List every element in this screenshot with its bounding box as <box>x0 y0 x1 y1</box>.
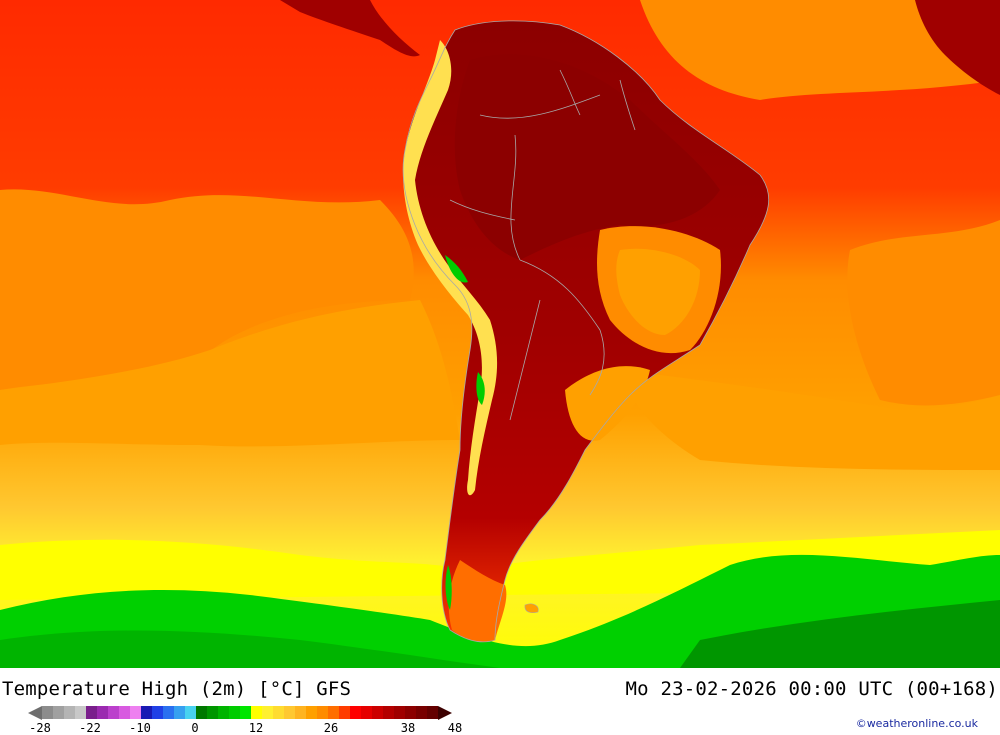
map-footer: Temperature High (2m) [°C] GFS Mo 23-02-… <box>0 668 1000 735</box>
legend-swatch <box>339 706 350 719</box>
legend-swatch <box>75 706 86 719</box>
legend-swatch <box>350 706 361 719</box>
legend-tick-2: -22 <box>79 721 101 735</box>
legend-swatch <box>163 706 174 719</box>
legend-swatch <box>383 706 394 719</box>
legend-high-arrow <box>438 706 452 720</box>
legend-tick-5: 12 <box>248 721 264 735</box>
legend-swatch <box>306 706 317 719</box>
patagonia-warm-zone <box>448 560 507 642</box>
legend-swatch <box>130 706 141 719</box>
legend-swatch <box>295 706 306 719</box>
pacific-warm-zone <box>0 189 414 390</box>
brazil-plateau-inner <box>616 248 700 335</box>
legend-swatch <box>42 706 53 719</box>
temperature-map <box>0 0 1000 668</box>
legend-swatch <box>394 706 405 719</box>
map-title: Temperature High (2m) [°C] GFS <box>2 678 352 700</box>
legend-swatch <box>240 706 251 719</box>
legend-swatch <box>108 706 119 719</box>
atlantic-orange-zone <box>620 370 1000 470</box>
legend-tick-1: -28 <box>29 721 51 735</box>
legend-swatch <box>251 706 262 719</box>
legend-swatch <box>152 706 163 719</box>
country-borders <box>402 20 770 643</box>
legend-swatch <box>405 706 416 719</box>
legend-swatch <box>185 706 196 719</box>
legend-swatch <box>64 706 75 719</box>
credit-link[interactable]: ©weatheronline.co.uk <box>855 717 978 730</box>
africa-land <box>915 0 1000 95</box>
legend-tick-6: 26 <box>323 721 339 735</box>
uruguay-warm-zone <box>565 366 650 441</box>
legend-tick-4: 0 <box>191 721 199 735</box>
legend-tick-7: 38 <box>400 721 416 735</box>
pacific-orange-zone <box>0 300 460 447</box>
andes-green-patches <box>445 255 485 610</box>
valid-time: Mo 23-02-2026 00:00 UTC (00+168) <box>625 678 998 700</box>
legend-swatch <box>284 706 295 719</box>
legend-swatch <box>207 706 218 719</box>
legend-swatch <box>328 706 339 719</box>
legend-swatch <box>174 706 185 719</box>
legend-swatch <box>317 706 328 719</box>
amazon-hot-core <box>454 54 720 260</box>
legend-swatch <box>262 706 273 719</box>
legend-swatch <box>427 706 438 719</box>
southern-cold-band-dark <box>0 630 500 668</box>
central-america-land <box>280 0 420 57</box>
legend-swatch <box>53 706 64 719</box>
legend-swatch <box>119 706 130 719</box>
caribbean-warm-zone <box>640 0 1000 100</box>
legend-swatch <box>229 706 240 719</box>
legend-swatch <box>218 706 229 719</box>
southern-cold-band-darkest <box>680 600 1000 668</box>
legend-swatch <box>361 706 372 719</box>
atlantic-warm-east <box>847 220 1000 406</box>
falkland-islands <box>524 603 539 614</box>
legend-swatch <box>196 706 207 719</box>
legend-swatch <box>273 706 284 719</box>
map-canvas <box>0 0 1000 668</box>
legend-tick-3: -10 <box>129 721 151 735</box>
legend-swatch <box>97 706 108 719</box>
legend-swatch <box>416 706 427 719</box>
legend-low-arrow <box>28 706 42 720</box>
legend-swatch <box>86 706 97 719</box>
legend-tick-8: 48 <box>447 721 463 735</box>
legend-swatch <box>141 706 152 719</box>
legend-swatch <box>372 706 383 719</box>
color-legend <box>28 706 452 720</box>
